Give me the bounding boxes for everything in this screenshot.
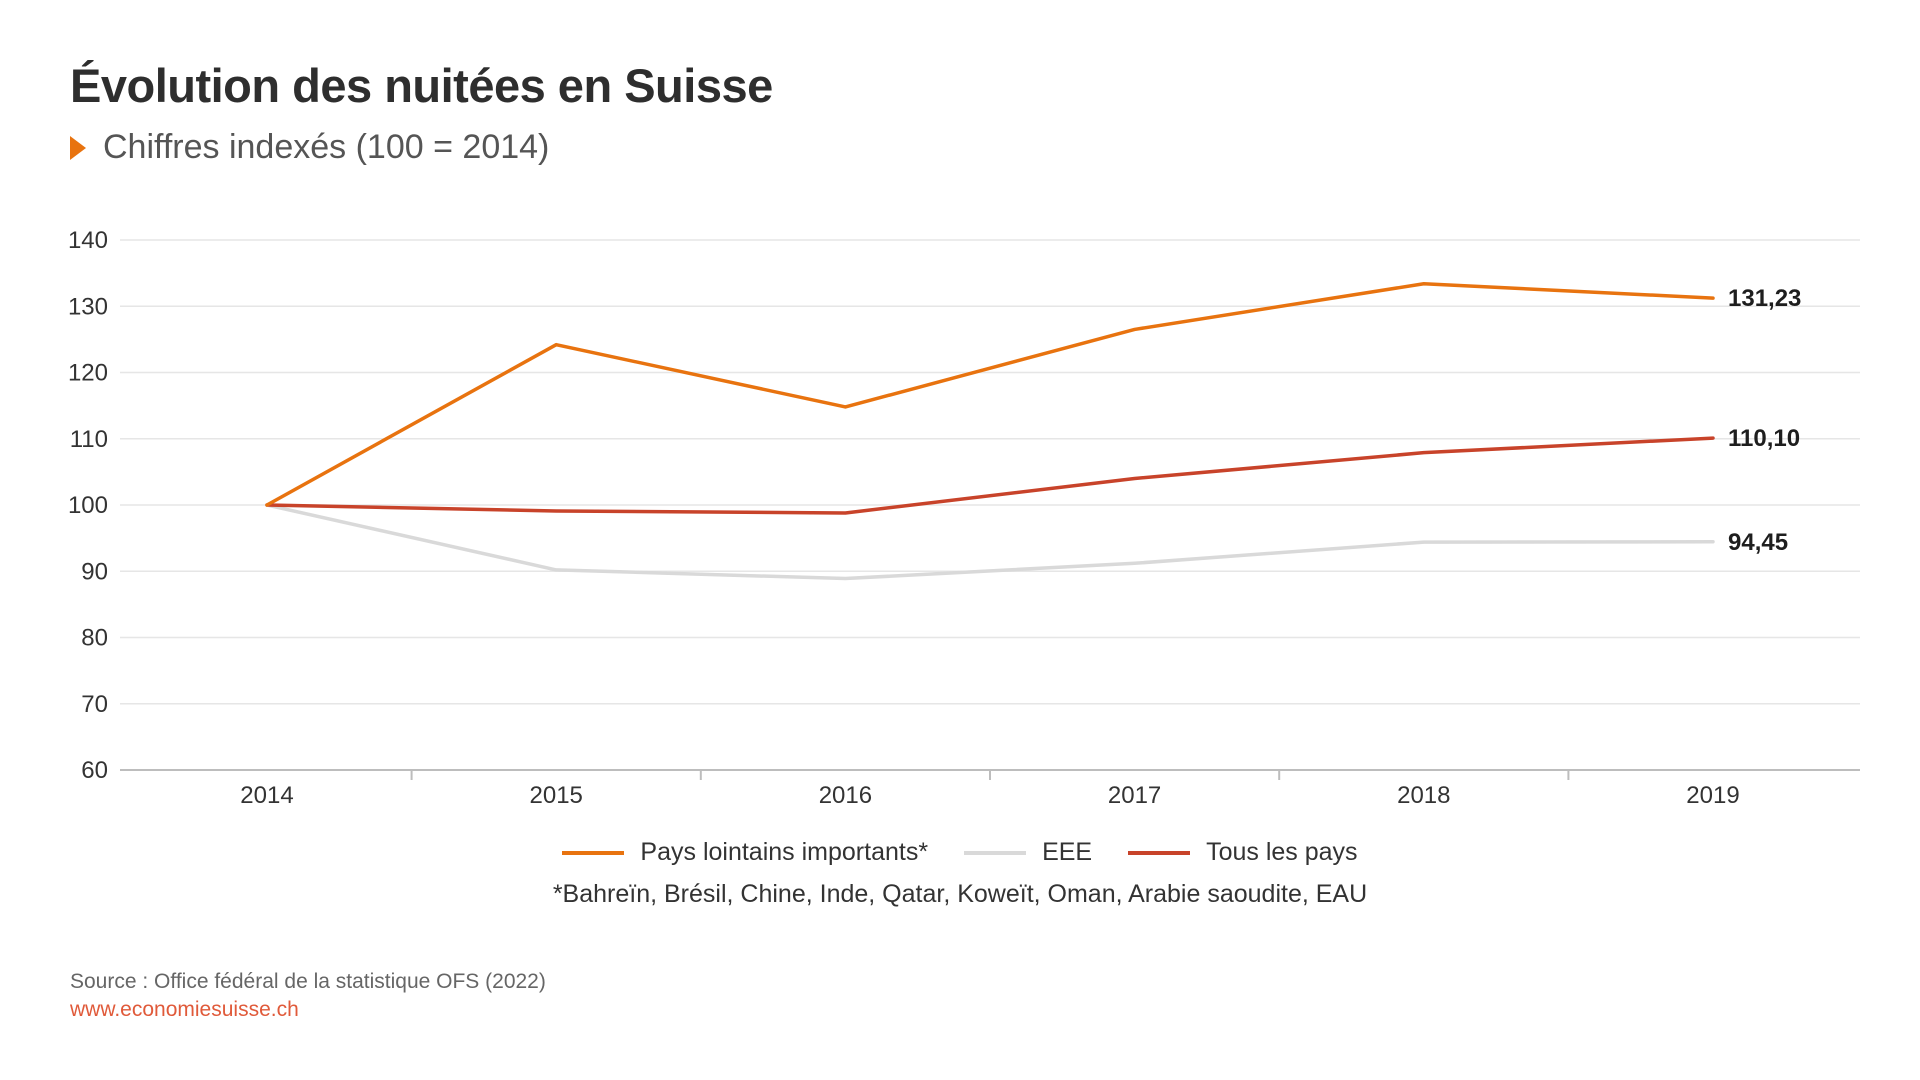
end-value-label: 131,23 <box>1728 285 1801 312</box>
series-lines <box>265 281 1715 581</box>
y-tick-label: 130 <box>68 293 108 320</box>
legend-swatch <box>1128 850 1191 855</box>
end-value-label: 110,10 <box>1728 425 1800 452</box>
x-tick-label: 2014 <box>240 782 293 809</box>
chart-subtitle-text: Chiffres indexés (100 = 2014) <box>103 128 550 166</box>
legend-item-tous-les-pays: Tous les pays <box>1128 838 1358 867</box>
website-link[interactable]: www.economiesuisse.ch <box>70 998 299 1021</box>
legend-item-eee: EEE <box>964 838 1092 867</box>
y-tick-label: 140 <box>68 227 108 254</box>
legend-label: Pays lointains importants* <box>640 838 929 866</box>
x-tick-label: 2017 <box>1108 782 1161 809</box>
grid-lines <box>120 239 1860 705</box>
legend-swatch <box>562 850 625 855</box>
series-line-pays-lointains-importants <box>265 281 1715 507</box>
legend: Pays lointains importants* EEE Tous les … <box>0 838 1920 867</box>
series-line-eee <box>265 503 1715 581</box>
chart-title: Évolution des nuitées en Suisse <box>70 59 773 112</box>
source-text: Source : Office fédéral de la statistiqu… <box>70 970 546 993</box>
y-tick-label: 120 <box>68 360 108 387</box>
y-tick-label: 80 <box>81 625 108 652</box>
x-tick-label: 2016 <box>819 782 872 809</box>
legend-item-pays-lointains: Pays lointains importants* <box>562 838 928 867</box>
legend-label: Tous les pays <box>1206 838 1358 866</box>
legend-swatch <box>964 850 1027 855</box>
y-tick-label: 60 <box>81 757 108 784</box>
legend-label: EEE <box>1042 838 1093 866</box>
triangle-arrow-icon <box>70 135 86 160</box>
y-axis-ticks: 60 70 80 90 100 110 120 130 140 <box>68 227 108 784</box>
y-tick-label: 70 <box>81 691 108 718</box>
y-tick-label: 90 <box>81 558 108 585</box>
footnote: *Bahreïn, Brésil, Chine, Inde, Qatar, Ko… <box>552 880 1368 908</box>
x-tick-label: 2019 <box>1686 782 1739 809</box>
end-labels: 94,45 110,10 131,23 <box>1728 285 1801 556</box>
chart-subtitle: Chiffres indexés (100 = 2014) <box>70 128 549 167</box>
y-tick-label: 110 <box>70 426 108 453</box>
x-tick-label: 2018 <box>1397 782 1450 809</box>
x-tick-label: 2015 <box>530 782 583 809</box>
y-tick-label: 100 <box>68 492 108 519</box>
end-value-label: 94,45 <box>1728 529 1788 556</box>
x-axis: 2014 2015 2016 2017 2018 2019 <box>120 769 1860 809</box>
series-line-tous-les-pays <box>265 436 1715 515</box>
